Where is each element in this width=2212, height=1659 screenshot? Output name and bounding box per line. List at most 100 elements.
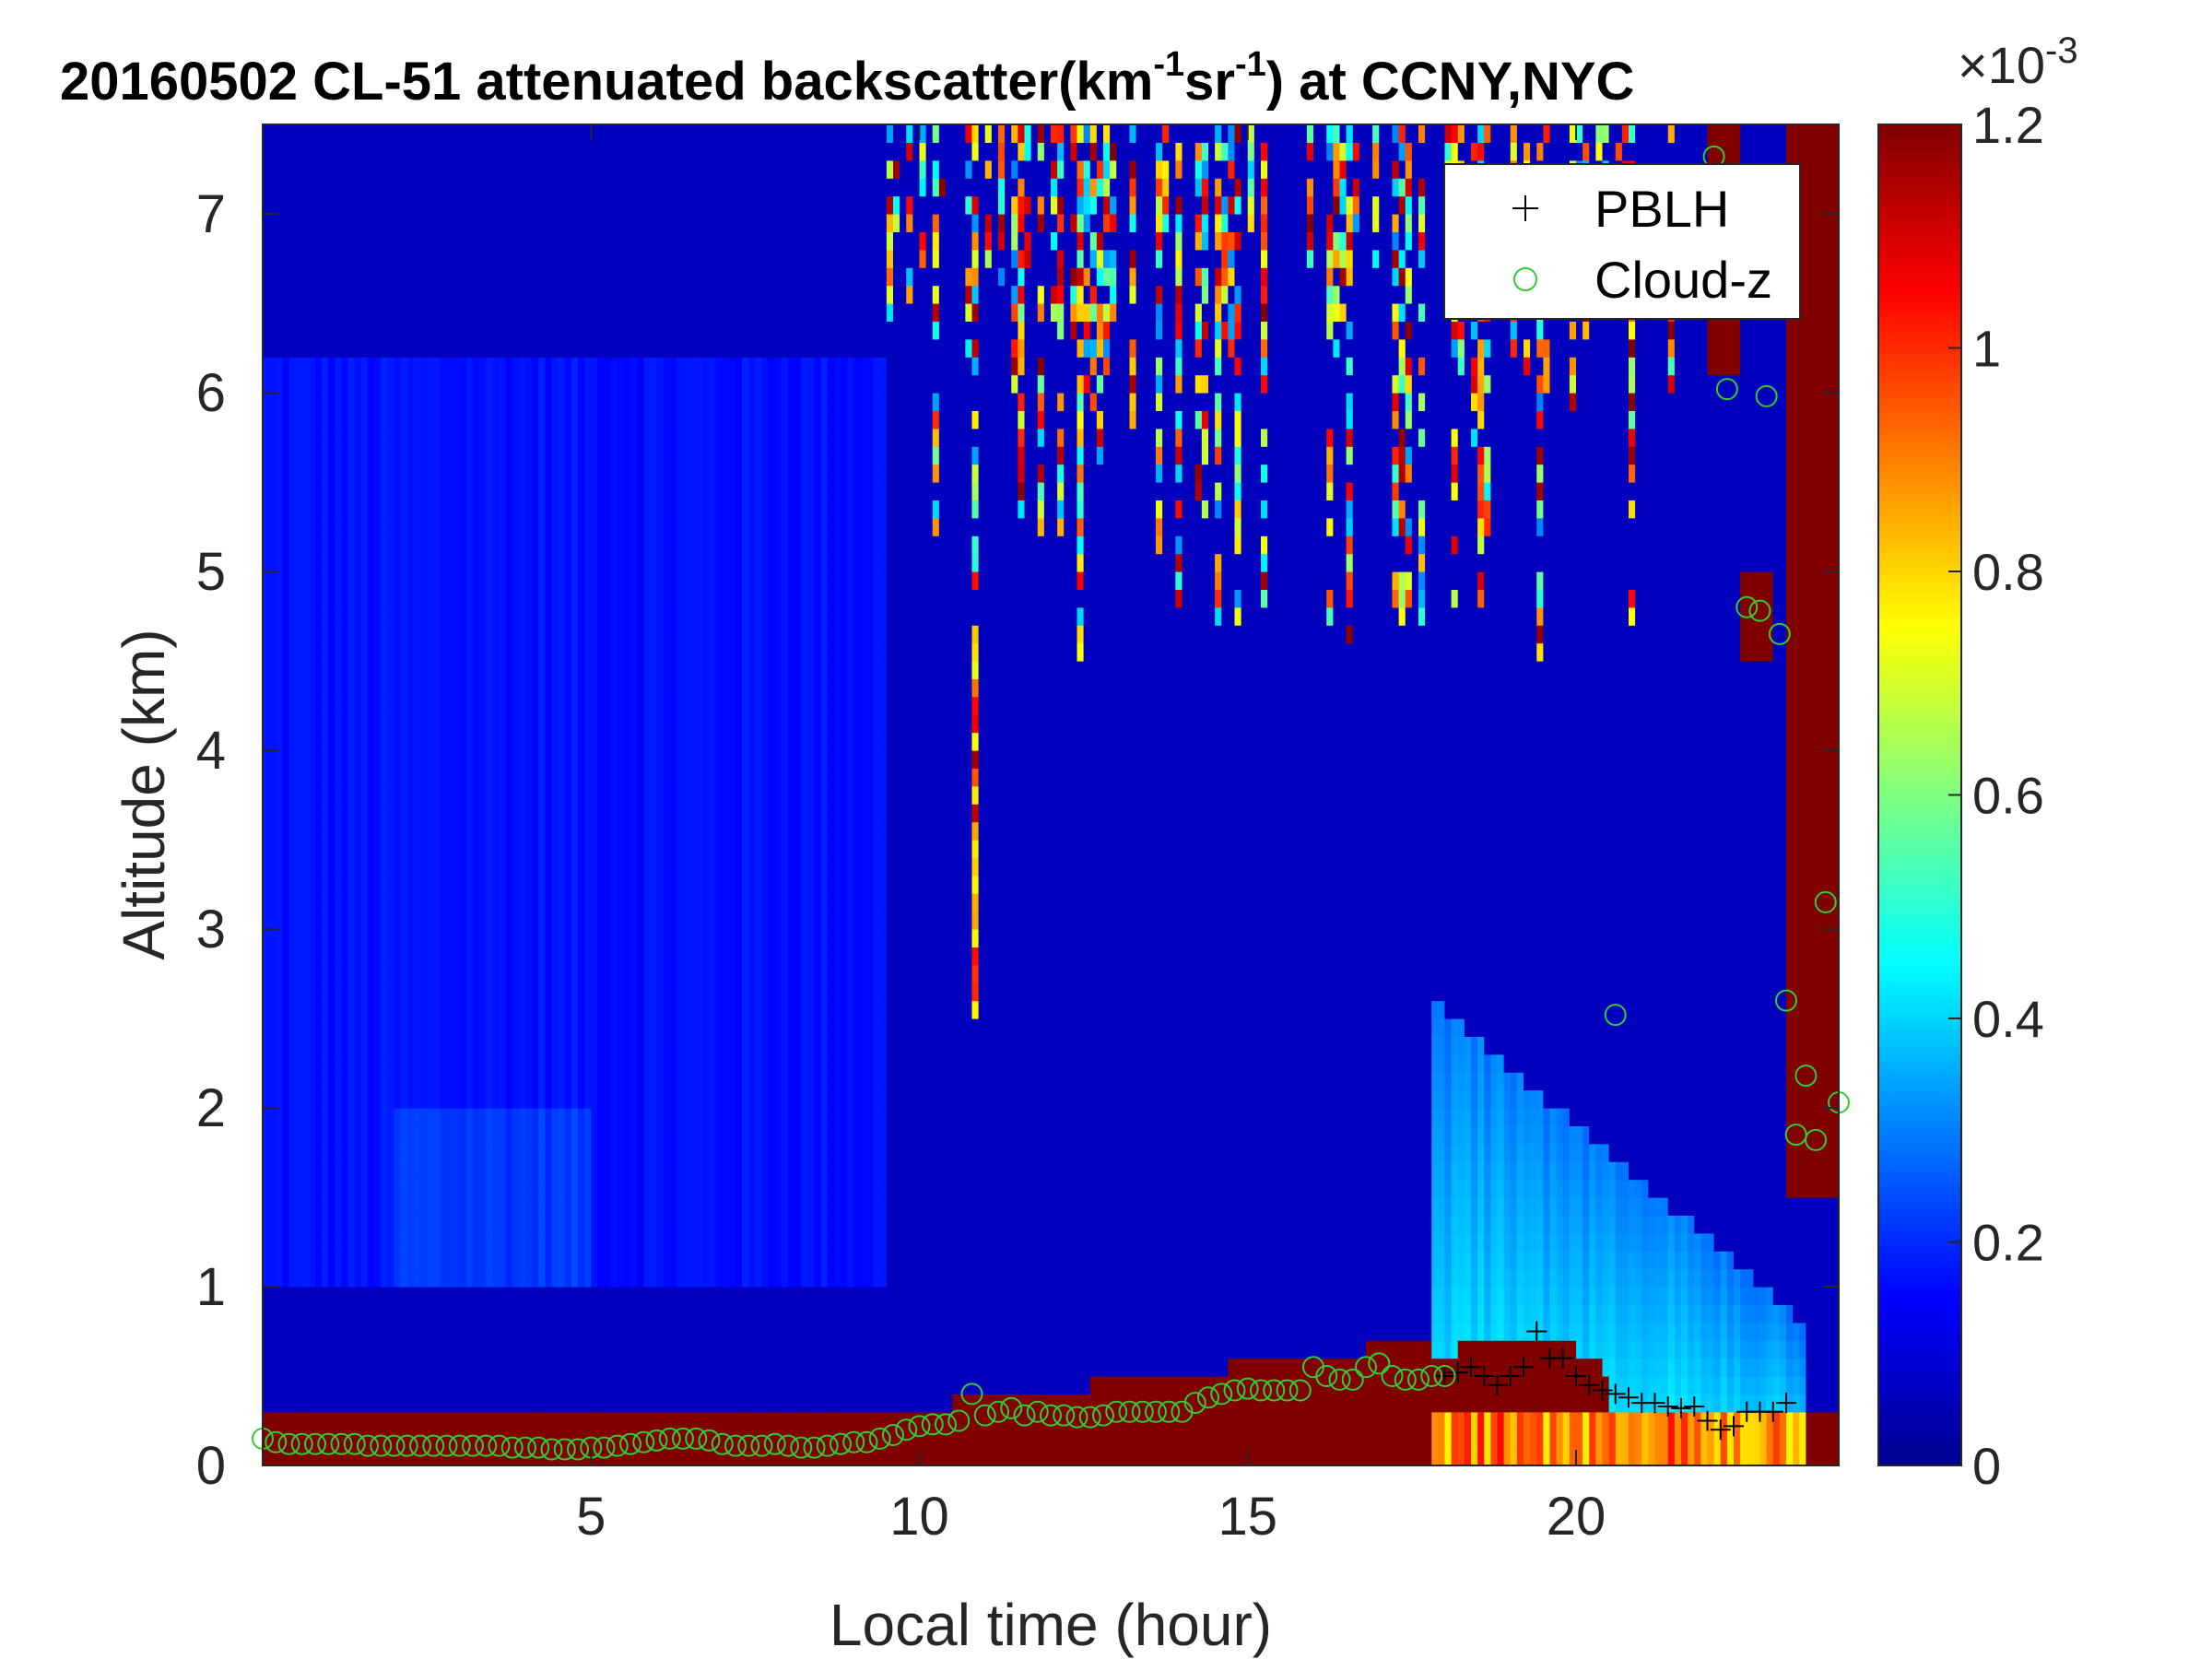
heatmap-cell: [460, 678, 467, 697]
heatmap-cell: [618, 142, 625, 160]
heatmap-cell: [302, 1269, 310, 1288]
heatmap-cell: [335, 750, 342, 769]
heatmap-cell: [282, 1304, 289, 1323]
heatmap-cell: [440, 1090, 447, 1109]
heatmap-cell: [473, 1287, 480, 1305]
heatmap-cell: [433, 465, 441, 483]
heatmap-cell: [683, 893, 690, 912]
heatmap-cell: [414, 893, 421, 912]
heatmap-cell: [637, 714, 644, 733]
heatmap-cell: [571, 142, 579, 160]
heatmap-cell: [315, 1287, 323, 1305]
heatmap-cell: [466, 625, 474, 643]
heatmap-cell: [677, 196, 684, 215]
heatmap-cell: [689, 893, 697, 912]
heatmap-cell: [486, 697, 493, 715]
heatmap-cell: [309, 500, 316, 518]
heatmap-cell: [591, 893, 598, 912]
heatmap-cell: [368, 822, 375, 841]
heatmap-cell: [447, 1359, 454, 1377]
heatmap-cell: [611, 840, 618, 858]
heatmap-cell: [381, 1161, 388, 1180]
heatmap-cell: [689, 1376, 697, 1394]
heatmap-cell: [506, 1054, 513, 1073]
heatmap-cell: [361, 339, 369, 358]
heatmap-cell: [637, 607, 644, 626]
heatmap-cell: [624, 733, 631, 751]
heatmap-cell: [584, 250, 592, 268]
heatmap-cell: [348, 929, 356, 947]
heatmap-cell: [605, 697, 612, 715]
heatmap-cell: [407, 965, 415, 983]
heatmap-cell: [289, 535, 297, 554]
heatmap-cell: [414, 1161, 421, 1180]
heatmap-cell: [597, 733, 605, 751]
heatmap-cell: [611, 643, 618, 662]
heatmap-cell: [584, 733, 592, 751]
heatmap-cell: [460, 643, 467, 662]
heatmap-cell: [453, 160, 461, 179]
heatmap-cell: [335, 1412, 342, 1430]
heatmap-cell: [578, 429, 585, 447]
heatmap-cell: [591, 678, 598, 697]
heatmap-cell: [460, 465, 467, 483]
heatmap-cell: [677, 339, 684, 358]
heatmap-cell: [322, 1125, 329, 1144]
heatmap-cell: [342, 912, 349, 930]
heatmap-cell: [263, 929, 270, 947]
heatmap-cell: [348, 214, 356, 232]
heatmap-cell: [696, 1323, 703, 1341]
heatmap-cell: [506, 303, 513, 322]
heatmap-cell: [519, 535, 526, 554]
heatmap-cell: [650, 678, 657, 697]
heatmap-cell: [296, 1018, 303, 1037]
heatmap-cell: [650, 535, 657, 554]
heatmap-cell: [650, 410, 657, 429]
heatmap-cell: [282, 1394, 289, 1412]
heatmap-cell: [473, 947, 480, 965]
heatmap-cell: [381, 589, 388, 607]
heatmap-cell: [368, 876, 375, 894]
heatmap-cell: [611, 196, 618, 215]
heatmap-cell: [597, 1376, 605, 1394]
heatmap-cell: [322, 1376, 329, 1394]
heatmap-cell: [683, 571, 690, 590]
heatmap-cell: [309, 1054, 316, 1073]
heatmap-cell: [571, 429, 579, 447]
heatmap-cell: [296, 571, 303, 590]
heatmap-cell: [407, 929, 415, 947]
heatmap-cell: [657, 840, 665, 858]
heatmap-cell: [571, 1036, 579, 1054]
heatmap-cell: [387, 857, 394, 876]
heatmap-cell: [591, 357, 598, 375]
heatmap-cell: [269, 697, 276, 715]
heatmap-cell: [368, 267, 375, 286]
heatmap-cell: [611, 965, 618, 983]
heatmap-cell: [618, 1359, 625, 1377]
heatmap-cell: [447, 1215, 454, 1233]
heatmap-cell: [355, 321, 362, 339]
heatmap-cell: [453, 661, 461, 679]
heatmap-cell: [355, 375, 362, 394]
heatmap-cell: [440, 1144, 447, 1162]
heatmap-cell: [447, 589, 454, 607]
heatmap-cell: [447, 840, 454, 858]
heatmap-cell: [460, 1018, 467, 1037]
heatmap-cell: [591, 142, 598, 160]
heatmap-cell: [302, 589, 310, 607]
heatmap-cell: [368, 500, 375, 518]
heatmap-cell: [696, 929, 703, 947]
heatmap-cell: [696, 1090, 703, 1109]
heatmap-cell: [269, 1001, 276, 1019]
heatmap-cell: [637, 1376, 644, 1394]
heatmap-cell: [322, 1269, 329, 1288]
title-part-3: ) at CCNY,NYC: [1266, 52, 1635, 112]
heatmap-cell: [643, 1323, 651, 1341]
heatmap-cell: [420, 267, 428, 286]
heatmap-cell: [460, 214, 467, 232]
heatmap-cell: [466, 500, 474, 518]
heatmap-cell: [282, 267, 289, 286]
heatmap-cell: [630, 714, 638, 733]
heatmap-cell: [696, 1215, 703, 1233]
heatmap-cell: [500, 178, 507, 196]
